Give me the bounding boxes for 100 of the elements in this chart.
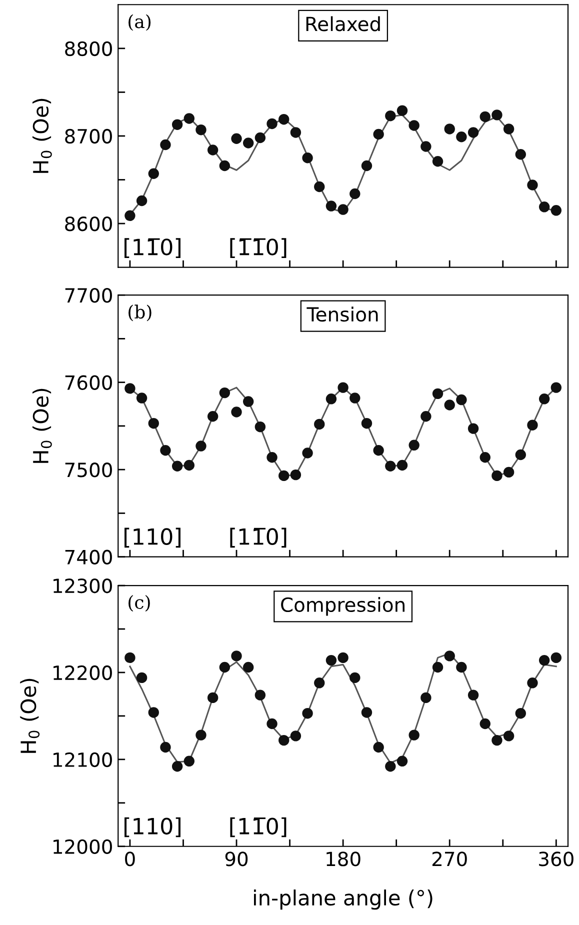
point bbox=[338, 382, 348, 393]
point bbox=[160, 742, 171, 753]
point bbox=[373, 445, 384, 456]
point bbox=[302, 152, 313, 164]
point bbox=[515, 708, 526, 719]
point bbox=[231, 406, 242, 418]
point bbox=[266, 718, 278, 730]
point bbox=[242, 662, 254, 673]
point bbox=[231, 133, 242, 144]
annotation: (b) bbox=[128, 304, 152, 322]
annotation: [11̅0] bbox=[124, 238, 180, 258]
point bbox=[314, 418, 325, 430]
y-tick-label: 12200 bbox=[54, 665, 112, 680]
point bbox=[148, 707, 159, 718]
annotation: [11̅0] bbox=[230, 528, 286, 548]
point bbox=[207, 692, 218, 704]
point bbox=[196, 730, 206, 740]
point bbox=[136, 672, 148, 684]
annotation: (a) bbox=[128, 14, 151, 31]
point bbox=[385, 460, 396, 472]
point bbox=[219, 160, 230, 172]
point bbox=[420, 141, 432, 152]
point bbox=[503, 730, 514, 742]
y-tick-label: 12100 bbox=[54, 752, 112, 768]
point bbox=[350, 188, 360, 200]
point bbox=[136, 195, 148, 206]
chart-title: Tension bbox=[306, 306, 378, 322]
point bbox=[538, 654, 550, 666]
point bbox=[314, 181, 325, 192]
point bbox=[456, 131, 467, 142]
point bbox=[468, 127, 479, 138]
y-tick-label: 7700 bbox=[65, 288, 112, 303]
annotation: [110] bbox=[124, 528, 180, 548]
point bbox=[396, 105, 408, 116]
x-tick-label: 360 bbox=[539, 852, 574, 866]
text: Compression bbox=[281, 596, 404, 616]
point bbox=[550, 205, 562, 216]
point bbox=[480, 452, 490, 463]
point bbox=[456, 394, 467, 406]
point bbox=[242, 138, 254, 148]
point bbox=[408, 730, 420, 740]
x-tick-label: 180 bbox=[326, 852, 360, 866]
point bbox=[219, 387, 230, 398]
point bbox=[314, 678, 325, 688]
point bbox=[420, 692, 432, 704]
point bbox=[278, 470, 290, 482]
point bbox=[527, 678, 538, 688]
point bbox=[468, 690, 479, 700]
point bbox=[184, 756, 195, 767]
point bbox=[492, 470, 502, 482]
point bbox=[373, 128, 384, 140]
y-tick-label: 8800 bbox=[65, 41, 112, 56]
point bbox=[456, 662, 467, 673]
point bbox=[124, 383, 136, 394]
point bbox=[184, 460, 195, 471]
point bbox=[290, 469, 302, 480]
point bbox=[254, 132, 266, 144]
point bbox=[432, 156, 444, 167]
point bbox=[290, 730, 302, 742]
point bbox=[207, 411, 218, 422]
point bbox=[326, 654, 337, 666]
point bbox=[172, 761, 183, 772]
point bbox=[492, 110, 502, 120]
point bbox=[373, 742, 384, 753]
point bbox=[408, 120, 420, 131]
y-tick-label: 7600 bbox=[65, 375, 112, 390]
point bbox=[408, 440, 420, 451]
point bbox=[207, 144, 218, 156]
point bbox=[515, 149, 526, 160]
y-tick-label: 8700 bbox=[65, 128, 112, 144]
point bbox=[172, 460, 183, 472]
x-tick-label: 90 bbox=[225, 852, 248, 866]
chart-title: Relaxed bbox=[306, 16, 380, 32]
point bbox=[432, 388, 444, 400]
point bbox=[326, 200, 337, 212]
y-tick-label: 7400 bbox=[65, 550, 112, 565]
point bbox=[278, 734, 290, 746]
point bbox=[160, 139, 171, 150]
y-axis-title: H$_{0}$ (Oe) bbox=[32, 98, 52, 173]
point bbox=[124, 210, 136, 222]
point bbox=[231, 650, 242, 662]
point bbox=[278, 114, 290, 125]
point bbox=[338, 204, 348, 215]
point bbox=[444, 650, 455, 662]
point bbox=[480, 718, 490, 730]
y-axis-title: H$_{0}$ (Oe) bbox=[20, 678, 40, 753]
x-tick-label: 270 bbox=[432, 852, 467, 866]
point bbox=[527, 180, 538, 190]
point bbox=[480, 111, 490, 122]
point bbox=[444, 400, 455, 410]
point bbox=[385, 761, 396, 772]
point bbox=[160, 445, 171, 456]
point bbox=[196, 124, 206, 136]
point bbox=[196, 440, 206, 452]
point bbox=[385, 110, 396, 122]
point bbox=[350, 672, 360, 684]
annotation: [11̅0] bbox=[230, 817, 286, 838]
point bbox=[515, 449, 526, 460]
point bbox=[338, 652, 348, 664]
point bbox=[420, 411, 432, 422]
